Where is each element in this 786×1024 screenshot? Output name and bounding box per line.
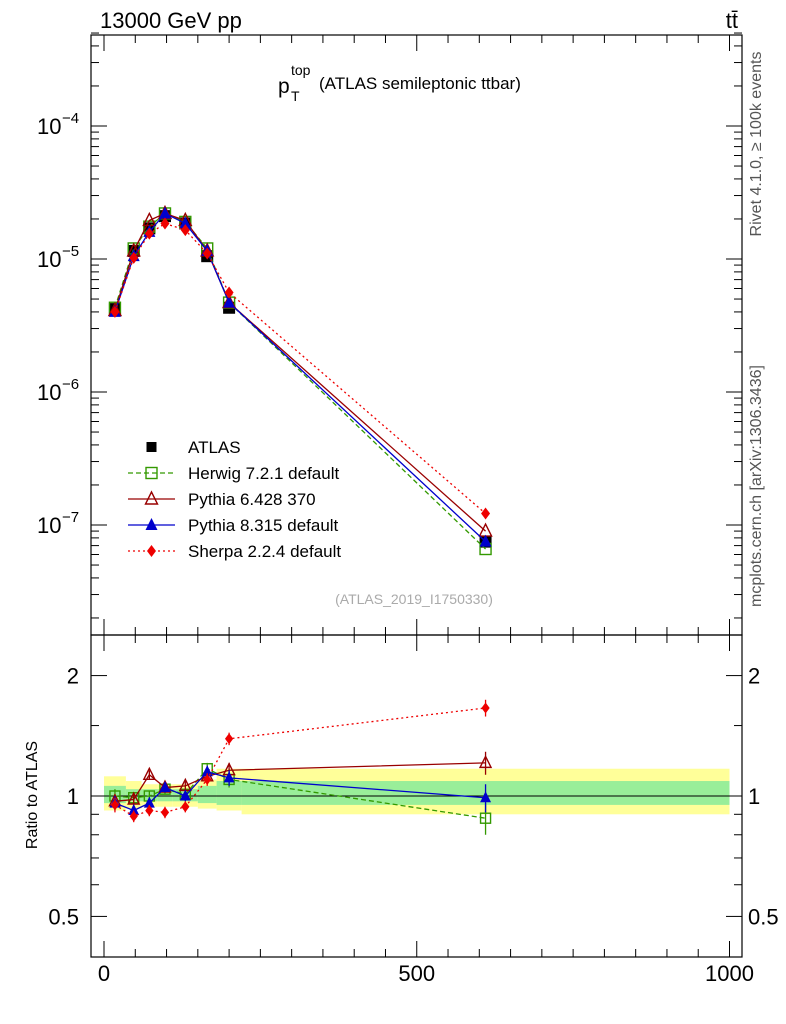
legend-entry-pythia-8-315-default: Pythia 8.315 default	[128, 516, 339, 535]
xtick-label: 500	[398, 961, 435, 986]
ratio-ytick-label: 1	[67, 784, 79, 809]
header-left: 13000 GeV pp	[100, 8, 242, 33]
ratio-point	[223, 771, 235, 783]
legend-label: ATLAS	[188, 438, 241, 457]
series-line	[114, 212, 486, 532]
series-line	[114, 212, 486, 543]
series-point	[223, 295, 236, 308]
ytick-label-exponent: −7	[62, 509, 79, 526]
ratio-point	[481, 702, 490, 714]
uncertainty-band-inner	[197, 785, 217, 804]
series-line	[114, 222, 486, 515]
legend-entry-atlas: ATLAS	[146, 438, 241, 457]
series-point	[479, 534, 492, 547]
series-point	[129, 251, 139, 264]
ytick-label-base: 10	[37, 247, 61, 272]
uncertainty-band-inner	[216, 781, 242, 805]
title-sub: T	[291, 88, 300, 104]
ytick-label-base: 10	[37, 380, 61, 405]
legend-marker	[147, 545, 156, 557]
series-point	[179, 216, 192, 229]
series-point	[158, 206, 171, 219]
series-sherpa-2-2-4-default	[110, 217, 491, 520]
ytick-label-base: 10	[37, 513, 61, 538]
analysis-watermark: (ATLAS_2019_I1750330)	[335, 591, 493, 607]
main-title: p top T (ATLAS semileptonic ttbar)	[278, 62, 521, 104]
ratio-ytick-label-right: 0.5	[748, 904, 779, 929]
legend-label: Sherpa 2.2.4 default	[188, 542, 341, 561]
series-point	[110, 305, 120, 318]
series-point	[144, 227, 154, 240]
main-panel: 10−710−610−510−4	[37, 32, 743, 636]
ratio-point	[143, 796, 155, 808]
ratio-point	[145, 804, 154, 816]
ratio-ytick-label: 0.5	[48, 904, 79, 929]
ratio-point	[478, 754, 493, 769]
ratio-point	[224, 733, 234, 745]
xtick-label: 1000	[705, 961, 754, 986]
mcplots-source-label: mcplots.cern.ch [arXiv:1306.3436]	[748, 365, 765, 607]
legend: ATLAS Herwig 7.2.1 default Pythia 6.428 37…	[128, 438, 341, 561]
series-point	[180, 224, 190, 237]
xtick-label: 0	[98, 961, 110, 986]
series-point	[478, 522, 493, 537]
legend-marker	[145, 466, 158, 480]
title-text: (ATLAS semileptonic ttbar)	[319, 74, 521, 93]
series-point	[224, 286, 234, 299]
ytick-label-base: 10	[37, 114, 61, 139]
legend-entry-sherpa-2-2-4-default: Sherpa 2.2.4 default	[128, 542, 341, 561]
ratio-point	[203, 773, 212, 785]
ratio-ytick-label-right: 1	[748, 784, 760, 809]
ratio-point	[179, 789, 191, 801]
ratio-ytick-label: 2	[67, 664, 79, 689]
ratio-series-sherpa-2-2-4-default	[110, 699, 490, 823]
ratio-point	[160, 806, 170, 818]
title-sup: top	[291, 62, 311, 78]
legend-label: Herwig 7.2.1 default	[188, 464, 339, 483]
rivet-version-label: Rivet 4.1.0, ≥ 100k events	[748, 52, 765, 237]
legend-label: Pythia 8.315 default	[188, 516, 339, 535]
ratio-point	[142, 766, 156, 780]
ratio-point	[129, 810, 138, 822]
ratio-point	[479, 812, 492, 824]
title-var: p	[278, 75, 290, 98]
ratio-panel: 0.5 0.5 1 1 2 2 0 500 1000	[48, 634, 779, 986]
legend-marker	[145, 518, 158, 530]
ytick-label-exponent: −6	[62, 376, 79, 393]
ytick-label-exponent: −5	[62, 243, 79, 260]
ratio-ytick-label-right: 2	[748, 664, 760, 689]
ratio-point	[181, 801, 190, 813]
legend-marker	[146, 442, 157, 452]
ratio-point	[159, 781, 171, 793]
legend-marker	[144, 490, 159, 505]
ratio-point	[110, 799, 120, 811]
series-point	[481, 507, 491, 520]
legend-entry-pythia-6-428-370: Pythia 6.428 370	[128, 490, 316, 509]
legend-entry-herwig-7-2-1-default: Herwig 7.2.1 default	[128, 464, 339, 483]
main-frame	[90, 34, 743, 636]
header-right: tt̄	[726, 8, 738, 33]
ratio-point	[480, 791, 492, 803]
legend-label: Pythia 6.428 370	[188, 490, 316, 509]
series-point	[160, 217, 170, 230]
ratio-point	[128, 803, 140, 815]
series-point	[202, 247, 212, 260]
ytick-label-exponent: −4	[62, 110, 79, 127]
ratio-ylabel: Ratio to ATLAS	[24, 741, 41, 849]
